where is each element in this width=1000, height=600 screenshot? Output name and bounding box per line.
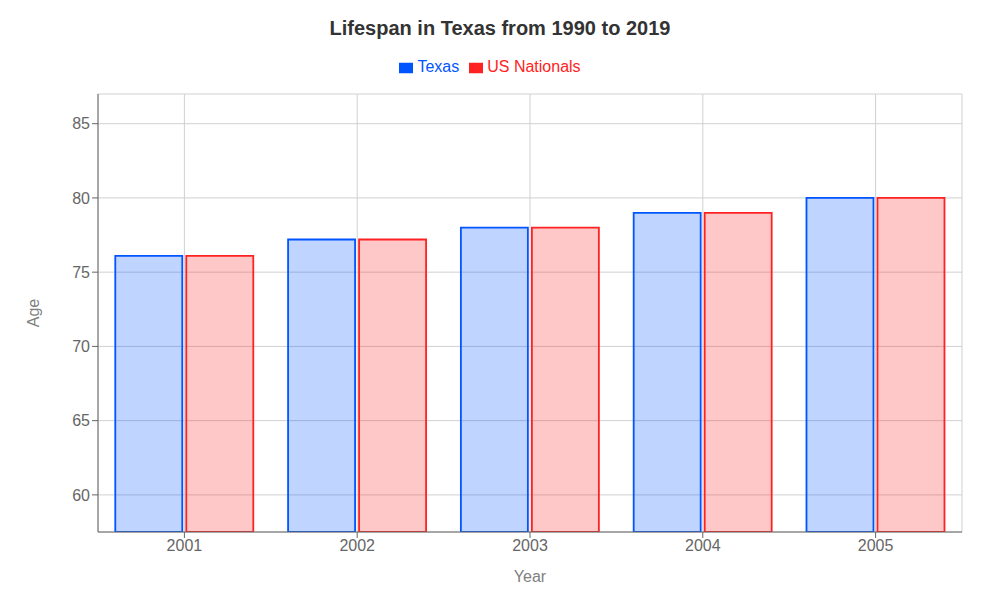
svg-text:65: 65 [72,412,90,429]
svg-text:2004: 2004 [685,537,721,554]
svg-text:2005: 2005 [858,537,894,554]
svg-text:75: 75 [72,264,90,281]
svg-text:70: 70 [72,338,90,355]
html-text:Lifespan in Texas from 1990 to: Lifespan in Texas from 1990 to 2019 [329,17,671,39]
svg-text:80: 80 [72,190,90,207]
svg-text:Year: Year [514,568,547,585]
svg-text:85: 85 [72,115,90,132]
svg-text:2001: 2001 [167,537,203,554]
svg-text:2002: 2002 [339,537,375,554]
svg-text:2003: 2003 [512,537,548,554]
html-text:Texas: Texas [417,58,460,75]
html-text:US Nationals: US Nationals [487,58,581,75]
svg-text:Age: Age [25,299,42,328]
svg-text:60: 60 [72,487,90,504]
